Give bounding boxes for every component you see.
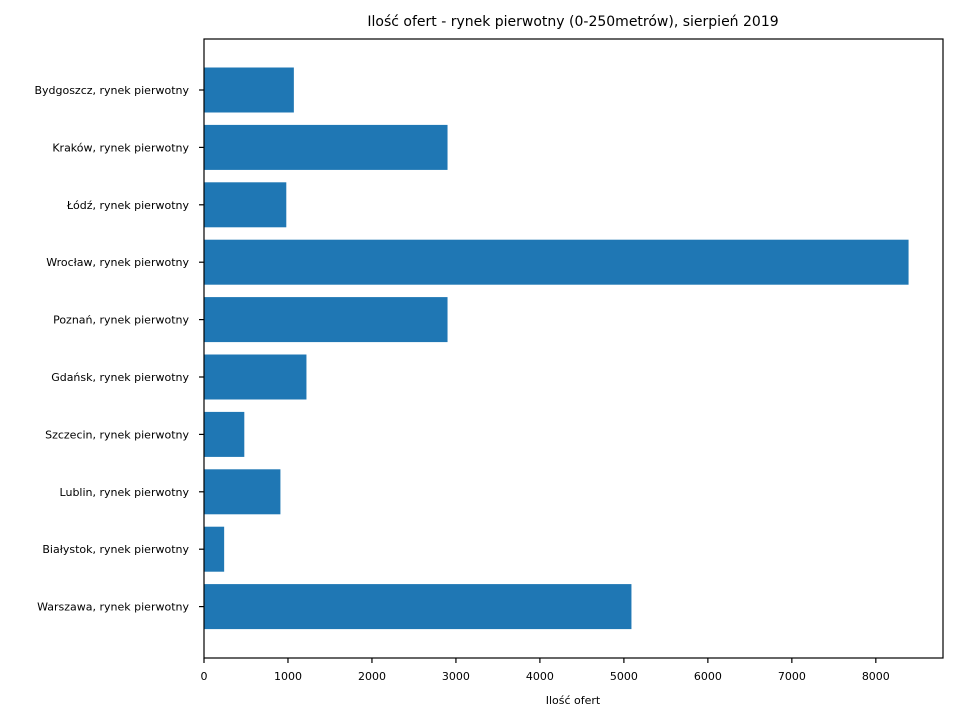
bars-group — [204, 67, 909, 630]
plot-frame — [203, 38, 944, 659]
bar — [204, 354, 307, 400]
y-axis-ticks: Bydgoszcz, rynek pierwotny Kraków, rynek … — [34, 84, 204, 614]
y-tick-label: Wrocław, rynek pierwotny — [46, 256, 189, 269]
bar — [204, 124, 448, 170]
x-tick-label: 6000 — [694, 670, 722, 683]
bar — [204, 469, 281, 515]
bar — [204, 67, 294, 113]
x-tick-label: 2000 — [358, 670, 386, 683]
bar — [204, 526, 225, 572]
y-tick-label: Gdańsk, rynek pierwotny — [51, 371, 189, 384]
x-tick-label: 3000 — [442, 670, 470, 683]
x-tick-label: 7000 — [778, 670, 806, 683]
y-tick-label: Białystok, rynek pierwotny — [42, 543, 189, 556]
y-tick-label: Łódź, rynek pierwotny — [66, 199, 190, 212]
x-tick-label: 5000 — [610, 670, 638, 683]
y-tick-label: Kraków, rynek pierwotny — [52, 141, 189, 154]
x-tick-label: 0 — [201, 670, 208, 683]
y-tick-label: Bydgoszcz, rynek pierwotny — [34, 84, 189, 97]
y-tick-label: Warszawa, rynek pierwotny — [37, 601, 189, 614]
bar — [204, 239, 909, 285]
x-axis-ticks: 0 1000 2000 3000 4000 5000 6000 7000 8000 — [201, 658, 890, 683]
x-tick-label: 4000 — [526, 670, 554, 683]
x-tick-label: 1000 — [274, 670, 302, 683]
x-axis-label: Ilość ofert — [546, 694, 601, 707]
bar — [204, 182, 287, 228]
y-tick-label: Poznań, rynek pierwotny — [53, 314, 189, 327]
y-tick-label: Lublin, rynek pierwotny — [60, 486, 190, 499]
bar — [204, 411, 245, 457]
y-tick-label: Szczecin, rynek pierwotny — [45, 428, 189, 441]
bar — [204, 297, 448, 343]
chart-title: Ilość ofert - rynek pierwotny (0-250metr… — [367, 14, 778, 30]
x-tick-label: 8000 — [862, 670, 890, 683]
bar — [204, 584, 632, 630]
